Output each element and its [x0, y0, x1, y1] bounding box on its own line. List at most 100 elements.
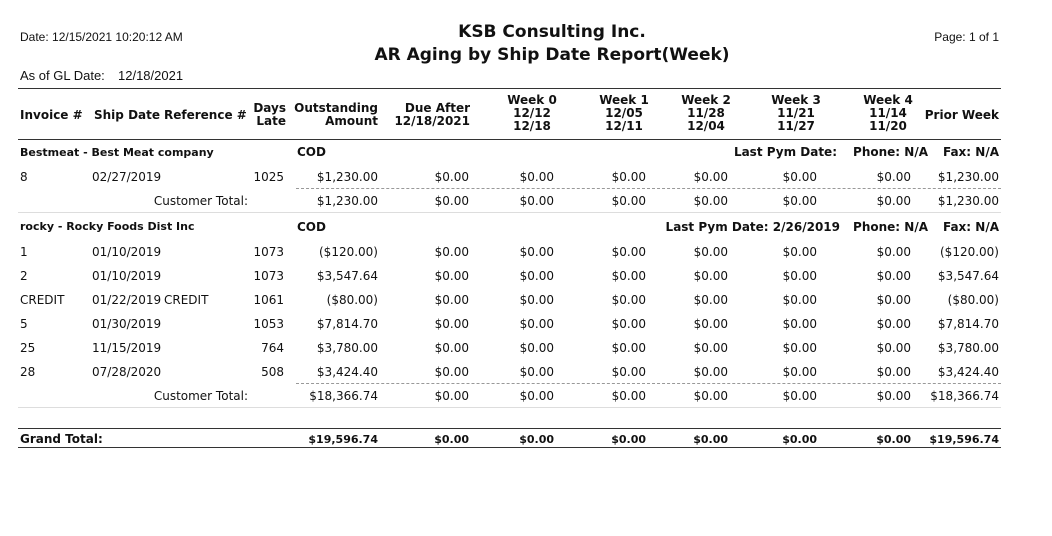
week2-value: $0.00 [693, 365, 728, 379]
col-week4: Week 4 11/14 11/20 [863, 93, 913, 133]
due-after-value: $0.00 [434, 170, 469, 184]
as-of-date: 12/18/2021 [118, 68, 184, 83]
due-after-value: $0.00 [434, 293, 469, 307]
prior-week-grand-total: $19,596.74 [929, 433, 999, 446]
col-days-late: Days Late [253, 101, 286, 128]
week1-value: $0.00 [611, 293, 646, 307]
ship-date: 02/27/2019 [92, 170, 162, 184]
week2-value: $0.00 [693, 293, 728, 307]
week0-value: $0.00 [519, 269, 554, 283]
week4-value: $0.00 [876, 269, 911, 283]
col-due-after: Due After 12/18/2021 [394, 101, 470, 128]
due-after-value: $0.00 [434, 317, 469, 331]
week2-value: $0.00 [693, 341, 728, 355]
outstanding-amount: $3,547.64 [316, 269, 378, 283]
days-late: 1073 [253, 245, 284, 259]
due-after-total: $0.00 [434, 194, 469, 208]
days-late: 1025 [253, 170, 284, 184]
week0-value: $0.00 [519, 245, 554, 259]
week3-value: $0.00 [782, 170, 817, 184]
company-name: KSB Consulting Inc. [458, 22, 646, 42]
invoice-number: 2 [20, 269, 28, 283]
week3-value: $0.00 [782, 245, 817, 259]
week4-value: $0.00 [876, 170, 911, 184]
customer-fax: Fax: N/A [942, 145, 999, 159]
invoice-number: 25 [20, 341, 36, 355]
week4-total: $0.00 [876, 389, 911, 403]
customer-total-amount: $18,366.74 [309, 389, 378, 403]
grand-total-label: Grand Total: [20, 432, 103, 446]
week0-value: $0.00 [519, 317, 554, 331]
week0-grand-total: $0.00 [519, 433, 554, 446]
customer-phone: Phone: N/A [853, 145, 928, 159]
week1-grand-total: $0.00 [611, 433, 646, 446]
week3-value: $0.00 [782, 341, 817, 355]
week3-total: $0.00 [782, 194, 817, 208]
invoice-number: 1 [20, 245, 28, 259]
header-bottom-rule [18, 139, 1001, 140]
prior-week-value: $7,814.70 [937, 317, 999, 331]
days-late: 1053 [253, 317, 284, 331]
ship-date: 07/28/2020 [92, 365, 162, 379]
week0-value: $0.00 [519, 170, 554, 184]
prior-week-total: $18,366.74 [930, 389, 999, 403]
subtotal-rule [296, 383, 1001, 384]
prior-week-value: ($120.00) [940, 245, 999, 259]
header-top-rule [18, 88, 1001, 89]
col-week1: Week 1 12/05 12/11 [599, 93, 649, 133]
week4-value: $0.00 [876, 341, 911, 355]
report-date: Date: 12/15/2021 10:20:12 AM [20, 30, 183, 44]
week3-value: $0.00 [782, 269, 817, 283]
week1-total: $0.00 [611, 389, 646, 403]
outstanding-amount: $1,230.00 [316, 170, 378, 184]
week1-value: $0.00 [611, 317, 646, 331]
customer-fax: Fax: N/A [942, 220, 999, 234]
week2-value: $0.00 [693, 269, 728, 283]
due-after-value: $0.00 [434, 245, 469, 259]
page-number: Page: 1 of 1 [934, 30, 999, 44]
week1-value: $0.00 [611, 269, 646, 283]
prior-week-total: $1,230.00 [937, 194, 999, 208]
prior-week-value: $3,424.40 [937, 365, 999, 379]
days-late: 508 [261, 365, 284, 379]
outstanding-amount: ($120.00) [319, 245, 378, 259]
week3-value: $0.00 [782, 317, 817, 331]
due-after-value: $0.00 [434, 269, 469, 283]
subtotal-rule [296, 188, 1001, 189]
ship-date: 01/30/2019 [92, 317, 162, 331]
week3-value: $0.00 [782, 365, 817, 379]
col-invoice: Invoice # [20, 108, 83, 122]
outstanding-amount: ($80.00) [326, 293, 378, 307]
as-of-label: As of GL Date: [20, 68, 105, 83]
customer-name: Bestmeat - Best Meat company [20, 146, 214, 159]
week2-value: $0.00 [693, 170, 728, 184]
week4-grand-total: $0.00 [876, 433, 911, 446]
ship-date: 01/10/2019 [92, 269, 162, 283]
invoice-number: 5 [20, 317, 28, 331]
customer-phone: Phone: N/A [853, 220, 928, 234]
week2-value: $0.00 [693, 245, 728, 259]
week2-total: $0.00 [693, 389, 728, 403]
prior-week-value: $1,230.00 [937, 170, 999, 184]
week1-value: $0.00 [611, 341, 646, 355]
last-payment-date: Last Pym Date: [733, 145, 837, 159]
prior-week-value: $3,780.00 [937, 341, 999, 355]
week0-value: $0.00 [519, 365, 554, 379]
prior-week-value: ($80.00) [947, 293, 999, 307]
week1-total: $0.00 [611, 194, 646, 208]
customer-total-label: Customer Total: [153, 194, 248, 208]
col-prior-week: Prior Week [924, 108, 999, 122]
week4-value: $0.00 [876, 293, 911, 307]
week0-value: $0.00 [519, 341, 554, 355]
week4-value: $0.00 [876, 365, 911, 379]
customer-total-label: Customer Total: [153, 389, 248, 403]
grand-total-top-rule [18, 428, 1001, 429]
outstanding-amount: $3,424.40 [316, 365, 378, 379]
due-after-value: $0.00 [434, 365, 469, 379]
ship-date: 11/15/2019 [92, 341, 162, 355]
ship-date: 01/10/2019 [92, 245, 162, 259]
week1-value: $0.00 [611, 245, 646, 259]
due-after-total: $0.00 [434, 389, 469, 403]
week3-total: $0.00 [782, 389, 817, 403]
col-week0: Week 0 12/12 12/18 [507, 93, 557, 133]
